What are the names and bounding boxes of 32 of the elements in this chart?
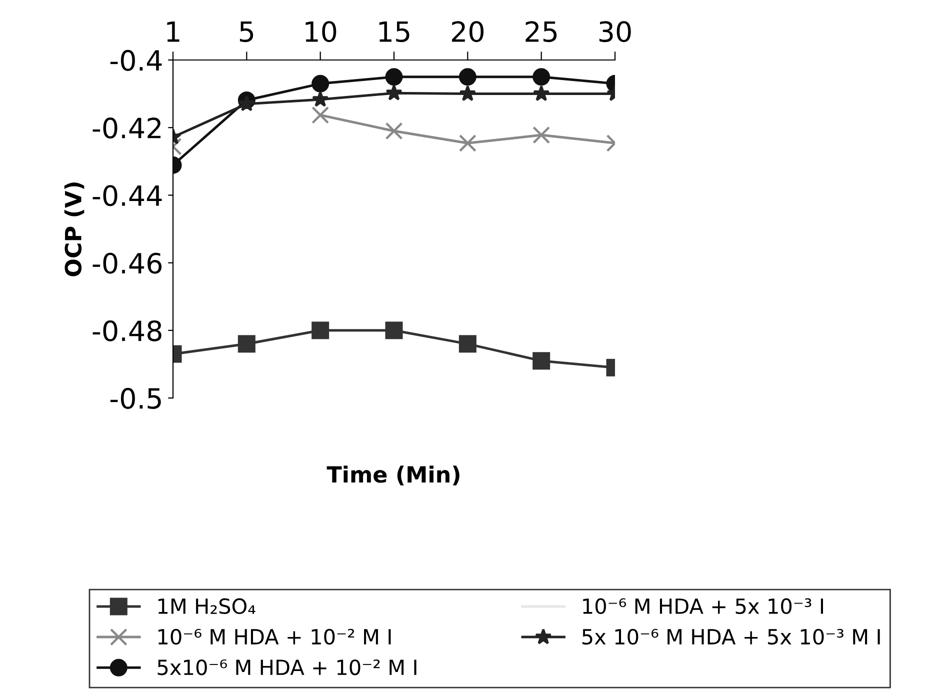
y-tick-label: -0.5 [110,388,161,409]
x-tick-label: 25 [526,21,557,42]
point [312,322,330,340]
y-tick-label: -0.42 [92,118,160,139]
point [458,134,476,152]
point [458,335,476,353]
y-tick-label: -0.48 [92,320,162,342]
legend-label: 1M H₂SO₄ [158,598,256,614]
point [385,322,403,340]
legend-label: 10⁻⁶ M HDA + 10⁻² M I [158,628,391,645]
x-tick-label: 5 [240,21,254,42]
x-tick-label: 10 [306,21,336,42]
x-axis-title: Time (Min) [326,466,460,486]
point [312,90,329,107]
point [312,106,330,124]
y-tick-label: -0.44 [92,185,162,206]
legend-label: 10⁻⁶ M HDA + 5x 10⁻³ I [583,598,823,614]
x-tick-label: 1 [167,21,180,42]
x-tick-label: 30 [599,21,631,42]
point [385,68,403,86]
point [459,85,476,102]
point [385,122,403,140]
y-tick-label: -0.46 [92,252,162,274]
legend-label: 5x 10⁻⁶ M HDA + 5x 10⁻³ M I [582,628,880,645]
y-axis-title: OCP (V) [64,182,84,276]
x-tick-label: 20 [452,21,484,42]
point [458,68,476,86]
x-tick-label: 15 [379,21,410,42]
y-tick-label: -0.4 [110,50,162,71]
point [312,74,330,92]
point [386,84,402,100]
legend-label: 5x10⁻⁶ M HDA + 10⁻² M I [158,659,416,676]
